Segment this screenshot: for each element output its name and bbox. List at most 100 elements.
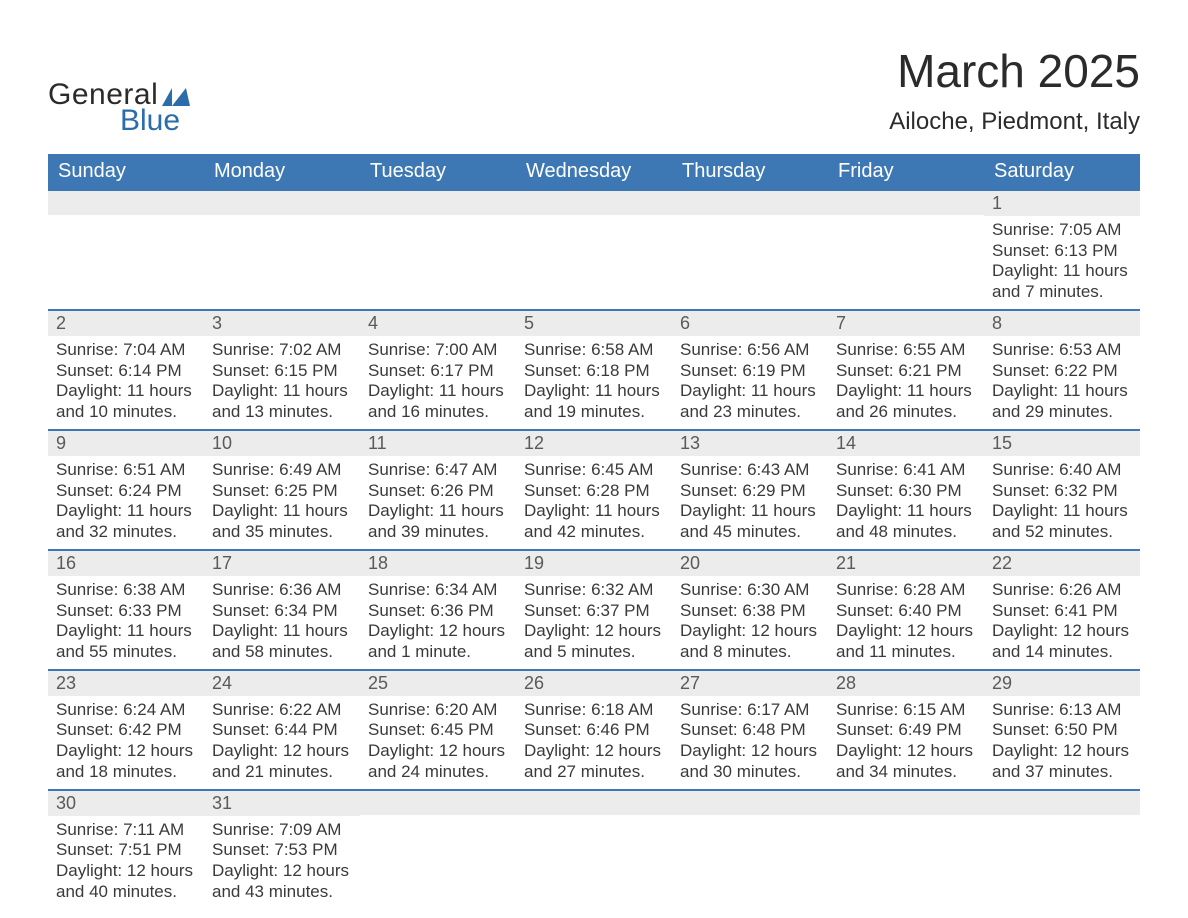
sunrise-text: Sunrise: 6:13 AM [992, 700, 1132, 721]
calendar-day-cell [516, 191, 672, 310]
day-number: 16 [48, 551, 204, 576]
day-number: 27 [672, 671, 828, 696]
day-details [984, 815, 1140, 901]
day-number: 24 [204, 671, 360, 696]
calendar-day-cell [360, 790, 516, 909]
day-details [828, 815, 984, 901]
title-block: March 2025 Ailoche, Piedmont, Italy [889, 44, 1140, 136]
calendar-day-cell: 16 Sunrise: 6:38 AMSunset: 6:33 PMDayligh… [48, 550, 204, 670]
day-details [360, 815, 516, 901]
day-number: 15 [984, 431, 1140, 456]
calendar-day-cell: 25Sunrise: 6:20 AMSunset: 6:45 PMDayligh… [360, 670, 516, 790]
sunrise-text: Sunrise: 6:51 AM [56, 460, 196, 481]
calendar-day-cell: 19Sunrise: 6:32 AMSunset: 6:37 PMDayligh… [516, 550, 672, 670]
sunset-text: Sunset: 6:13 PM [992, 241, 1132, 262]
calendar-day-cell: 17Sunrise: 6:36 AMSunset: 6:34 PMDayligh… [204, 550, 360, 670]
daylight-text: Daylight: 11 hours and 48 minutes. [836, 501, 976, 542]
day-details: Sunrise: 6:32 AMSunset: 6:37 PMDaylight:… [516, 576, 672, 669]
sunset-text: Sunset: 7:53 PM [212, 840, 352, 861]
weekday-header: Sunday [48, 154, 204, 191]
day-number [828, 191, 984, 215]
calendar-week-row: 9Sunrise: 6:51 AMSunset: 6:24 PMDaylight… [48, 430, 1140, 550]
day-details: Sunrise: 6:41 AMSunset: 6:30 PMDaylight:… [828, 456, 984, 549]
sunset-text: Sunset: 6:22 PM [992, 361, 1132, 382]
calendar-week-row: 23Sunrise: 6:24 AMSunset: 6:42 PMDayligh… [48, 670, 1140, 790]
calendar-day-cell: 27Sunrise: 6:17 AMSunset: 6:48 PMDayligh… [672, 670, 828, 790]
calendar-day-cell: 1Sunrise: 7:05 AMSunset: 6:13 PMDaylight… [984, 191, 1140, 310]
sunset-text: Sunset: 6:41 PM [992, 601, 1132, 622]
calendar-body: 1Sunrise: 7:05 AMSunset: 6:13 PMDaylight… [48, 191, 1140, 909]
day-details: Sunrise: 6:51 AMSunset: 6:24 PMDaylight:… [48, 456, 204, 549]
daylight-text: Daylight: 12 hours and 21 minutes. [212, 741, 352, 782]
sunset-text: Sunset: 6:26 PM [368, 481, 508, 502]
sunrise-text: Sunrise: 6:38 AM [56, 580, 196, 601]
day-number: 29 [984, 671, 1140, 696]
daylight-text: Daylight: 12 hours and 11 minutes. [836, 621, 976, 662]
day-number [48, 191, 204, 215]
sunset-text: Sunset: 6:33 PM [56, 601, 196, 622]
sunset-text: Sunset: 6:21 PM [836, 361, 976, 382]
day-details: Sunrise: 6:24 AMSunset: 6:42 PMDaylight:… [48, 696, 204, 789]
sunrise-text: Sunrise: 6:30 AM [680, 580, 820, 601]
calendar-day-cell: 23Sunrise: 6:24 AMSunset: 6:42 PMDayligh… [48, 670, 204, 790]
day-number: 22 [984, 551, 1140, 576]
day-details [672, 215, 828, 301]
calendar-day-cell [672, 191, 828, 310]
sunrise-text: Sunrise: 6:28 AM [836, 580, 976, 601]
sunset-text: Sunset: 6:40 PM [836, 601, 976, 622]
daylight-text: Daylight: 12 hours and 37 minutes. [992, 741, 1132, 782]
sunset-text: Sunset: 6:14 PM [56, 361, 196, 382]
calendar-page: General Blue March 2025 Ailoche, Piedmon… [0, 0, 1188, 918]
location-subtitle: Ailoche, Piedmont, Italy [889, 108, 1140, 136]
daylight-text: Daylight: 11 hours and 39 minutes. [368, 501, 508, 542]
calendar-day-cell: 30Sunrise: 7:11 AMSunset: 7:51 PMDayligh… [48, 790, 204, 909]
sunrise-text: Sunrise: 7:09 AM [212, 820, 352, 841]
sunset-text: Sunset: 6:38 PM [680, 601, 820, 622]
calendar-day-cell: 21Sunrise: 6:28 AMSunset: 6:40 PMDayligh… [828, 550, 984, 670]
calendar-day-cell: 2Sunrise: 7:04 AMSunset: 6:14 PMDaylight… [48, 310, 204, 430]
day-details [48, 215, 204, 301]
day-number: 25 [360, 671, 516, 696]
calendar-week-row: 16Sunrise: 6:38 AMSunset: 6:33 PMDayligh… [48, 550, 1140, 670]
day-details: Sunrise: 6:15 AMSunset: 6:49 PMDaylight:… [828, 696, 984, 789]
day-details [516, 215, 672, 301]
day-details [828, 215, 984, 301]
day-details: Sunrise: 7:09 AMSunset: 7:53 PMDaylight:… [204, 816, 360, 909]
calendar-week-row: 30Sunrise: 7:11 AMSunset: 7:51 PMDayligh… [48, 790, 1140, 909]
sunrise-text: Sunrise: 6:41 AM [836, 460, 976, 481]
day-number: 7 [828, 311, 984, 336]
weekday-header: Wednesday [516, 154, 672, 191]
daylight-text: Daylight: 12 hours and 24 minutes. [368, 741, 508, 782]
daylight-text: Daylight: 12 hours and 8 minutes. [680, 621, 820, 662]
sunrise-text: Sunrise: 6:55 AM [836, 340, 976, 361]
calendar-day-cell [828, 790, 984, 909]
day-number [360, 191, 516, 215]
calendar-day-cell: 9Sunrise: 6:51 AMSunset: 6:24 PMDaylight… [48, 430, 204, 550]
calendar-day-cell: 6Sunrise: 6:56 AMSunset: 6:19 PMDaylight… [672, 310, 828, 430]
daylight-text: Daylight: 11 hours and 19 minutes. [524, 381, 664, 422]
sunrise-text: Sunrise: 6:45 AM [524, 460, 664, 481]
sunrise-text: Sunrise: 6:15 AM [836, 700, 976, 721]
sunset-text: Sunset: 6:49 PM [836, 720, 976, 741]
sunset-text: Sunset: 6:42 PM [56, 720, 196, 741]
calendar-header-row: Sunday Monday Tuesday Wednesday Thursday… [48, 154, 1140, 191]
daylight-text: Daylight: 11 hours and 45 minutes. [680, 501, 820, 542]
calendar-table: Sunday Monday Tuesday Wednesday Thursday… [48, 154, 1140, 909]
weekday-header: Friday [828, 154, 984, 191]
daylight-text: Daylight: 11 hours and 55 minutes. [56, 621, 196, 662]
day-details: Sunrise: 6:55 AMSunset: 6:21 PMDaylight:… [828, 336, 984, 429]
logo-text-blue: Blue [120, 106, 190, 136]
day-number [360, 791, 516, 815]
sunset-text: Sunset: 7:51 PM [56, 840, 196, 861]
day-number: 5 [516, 311, 672, 336]
sunrise-text: Sunrise: 7:05 AM [992, 220, 1132, 241]
sunset-text: Sunset: 6:34 PM [212, 601, 352, 622]
month-title: March 2025 [889, 44, 1140, 98]
sunrise-text: Sunrise: 6:56 AM [680, 340, 820, 361]
day-details: Sunrise: 6:45 AMSunset: 6:28 PMDaylight:… [516, 456, 672, 549]
day-number: 10 [204, 431, 360, 456]
day-number: 19 [516, 551, 672, 576]
calendar-week-row: 1Sunrise: 7:05 AMSunset: 6:13 PMDaylight… [48, 191, 1140, 310]
daylight-text: Daylight: 12 hours and 40 minutes. [56, 861, 196, 902]
day-number: 28 [828, 671, 984, 696]
